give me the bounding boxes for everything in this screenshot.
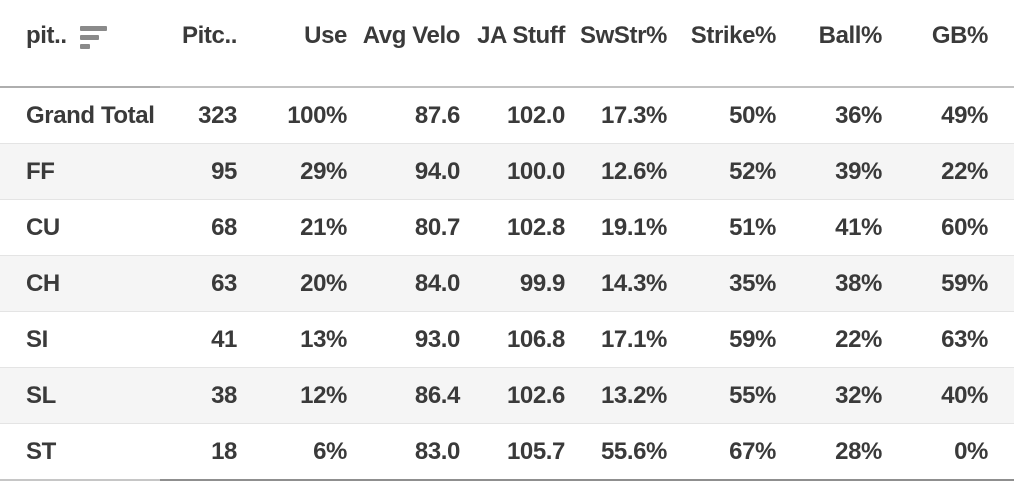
cell-ball: 36%	[835, 101, 882, 129]
cell-use: 29%	[237, 143, 347, 200]
cell-ja-stuff: 99.9	[460, 255, 565, 312]
column-header-pit-label: pit..	[26, 22, 67, 49]
table-row-cu: CU 68 21% 80.7 102.8 19.1% 51% 41% 60%	[0, 199, 1014, 256]
cell-swstr: 17.3%	[600, 101, 667, 129]
column-header-strike[interactable]: Strike%	[667, 0, 776, 88]
table-row-ch: CH 63 20% 84.0 99.9 14.3% 35% 38% 59%	[0, 255, 1014, 312]
cell-pitch-type: ST	[0, 423, 160, 481]
table-row-si: SI 41 13% 93.0 106.8 17.1% 59% 22% 63%	[0, 311, 1014, 368]
cell-use: 6%	[237, 423, 347, 481]
cell-swstr: 14.3%	[565, 255, 667, 312]
cell-strike: 59%	[667, 311, 776, 368]
cell-pitches: 18	[160, 423, 237, 481]
cell-swstr: 17.1%	[565, 311, 667, 368]
cell-ball: 39%	[776, 143, 882, 200]
cell-strike: 52%	[667, 143, 776, 200]
cell-swstr: 55.6%	[565, 423, 667, 481]
cell-gb: 22%	[882, 143, 1014, 200]
cell-use: 20%	[237, 255, 347, 312]
cell-pitches: 63	[160, 255, 237, 312]
cell-ball: 32%	[776, 367, 882, 424]
sort-descending-icon[interactable]	[79, 25, 107, 49]
cell-avg-velo: 83.0	[347, 423, 460, 481]
cell-strike: 55%	[667, 367, 776, 424]
cell-avg-velo: 80.7	[347, 199, 460, 256]
cell-ja-stuff: 105.7	[460, 423, 565, 481]
table-row-sl: SL 38 12% 86.4 102.6 13.2% 55% 32% 40%	[0, 367, 1014, 424]
cell-gb: 59%	[882, 255, 1014, 312]
cell-strike: 35%	[667, 255, 776, 312]
cell-use: 12%	[237, 367, 347, 424]
table-header: pit.. Pitc.. Use Avg Velo JA Stuff SwStr…	[0, 0, 1014, 88]
cell-gb: 0%	[882, 423, 1014, 481]
cell-pitches: 68	[160, 199, 237, 256]
cell-strike: 51%	[667, 199, 776, 256]
cell-strike: 67%	[667, 423, 776, 481]
cell-avg-velo: 86.4	[347, 367, 460, 424]
header-row: pit.. Pitc.. Use Avg Velo JA Stuff SwStr…	[0, 0, 1014, 88]
column-header-swstr[interactable]: SwStr%	[565, 0, 667, 88]
cell-ja-stuff: 106.8	[460, 311, 565, 368]
cell-pitches: 323	[198, 101, 237, 129]
cell-use: 21%	[237, 199, 347, 256]
table-row-st: ST 18 6% 83.0 105.7 55.6% 67% 28% 0%	[0, 423, 1014, 481]
cell-avg-velo: 93.0	[347, 311, 460, 368]
cell-pitches: 41	[160, 311, 237, 368]
cell-ball: 22%	[776, 311, 882, 368]
cell-pitch-type: CU	[0, 199, 160, 256]
cell-pitch-type: SL	[0, 367, 160, 424]
cell-use: 13%	[237, 311, 347, 368]
cell-gb: 40%	[882, 367, 1014, 424]
cell-pitch-type: Grand Total	[26, 101, 155, 129]
cell-avg-velo: 84.0	[347, 255, 460, 312]
table-body: Grand Total 323 100% 87.6 102.0 17.3% 50…	[0, 87, 1014, 481]
cell-pitch-type: CH	[0, 255, 160, 312]
column-header-pitc[interactable]: Pitc..	[160, 0, 237, 88]
cell-gb: 60%	[882, 199, 1014, 256]
cell-pitches: 95	[160, 143, 237, 200]
column-header-ja-stuff[interactable]: JA Stuff	[460, 0, 565, 88]
table-row-ff: FF 95 29% 94.0 100.0 12.6% 52% 39% 22%	[0, 143, 1014, 200]
cell-pitch-type: FF	[0, 143, 160, 200]
cell-swstr: 12.6%	[565, 143, 667, 200]
cell-ball: 28%	[776, 423, 882, 481]
column-header-pit[interactable]: pit..	[0, 0, 160, 88]
cell-ja-stuff: 102.0	[506, 101, 565, 129]
table-row-grand-total: Grand Total 323 100% 87.6 102.0 17.3% 50…	[0, 87, 1014, 144]
column-header-ball[interactable]: Ball%	[776, 0, 882, 88]
cell-ja-stuff: 102.8	[460, 199, 565, 256]
column-header-avg-velo[interactable]: Avg Velo	[347, 0, 460, 88]
cell-ja-stuff: 102.6	[460, 367, 565, 424]
cell-ball: 41%	[776, 199, 882, 256]
cell-strike: 50%	[729, 101, 776, 129]
cell-ja-stuff: 100.0	[460, 143, 565, 200]
cell-gb: 63%	[882, 311, 1014, 368]
cell-swstr: 19.1%	[565, 199, 667, 256]
cell-pitches: 38	[160, 367, 237, 424]
column-header-use[interactable]: Use	[237, 0, 347, 88]
cell-avg-velo: 94.0	[347, 143, 460, 200]
cell-ball: 38%	[776, 255, 882, 312]
cell-gb: 49%	[941, 101, 988, 129]
column-header-gb[interactable]: GB%	[882, 0, 1014, 88]
cell-swstr: 13.2%	[565, 367, 667, 424]
cell-use: 100%	[287, 101, 347, 129]
cell-pitch-type: SI	[0, 311, 160, 368]
cell-avg-velo: 87.6	[414, 101, 461, 129]
